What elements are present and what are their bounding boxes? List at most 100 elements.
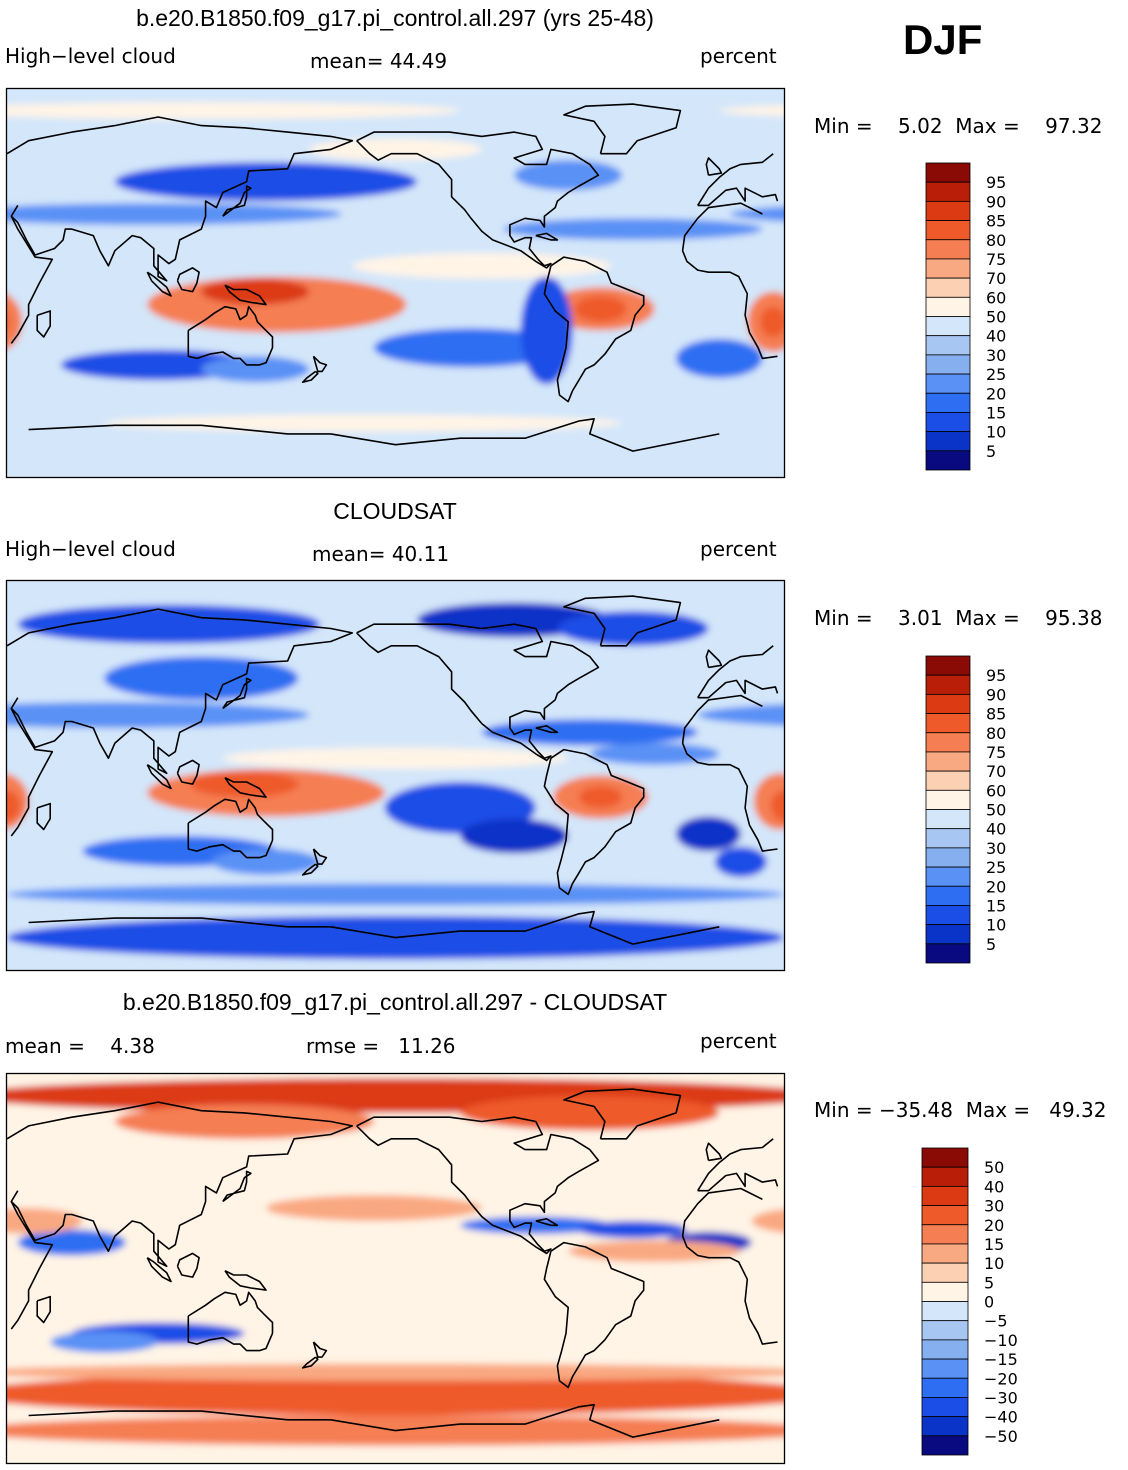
colorbar-tick-label: 30 <box>986 839 1006 858</box>
coastline <box>543 748 645 896</box>
contour-blob <box>578 786 623 808</box>
coastline <box>535 1218 559 1227</box>
contour-blob <box>201 278 310 305</box>
panel2-units-label: percent <box>700 537 777 561</box>
contour-blob <box>557 611 709 646</box>
colorbar-box <box>925 693 971 714</box>
contour-blob <box>7 101 461 120</box>
colorbar-tick-label: 0 <box>984 1293 994 1312</box>
colorbar-tick-label: 10 <box>986 423 1006 442</box>
colorbar-box <box>925 258 971 279</box>
panel1-title: b.e20.B1850.f09_g17.pi_control.all.297 (… <box>136 5 654 31</box>
colorbar-box <box>925 412 971 433</box>
colorbar-box <box>925 789 971 810</box>
colorbar-tick-label: 95 <box>986 666 1006 685</box>
colorbar-box <box>925 335 971 356</box>
contour-blob <box>460 1216 612 1234</box>
colorbar-box <box>921 1281 969 1302</box>
colorbar-tick-label: 10 <box>986 916 1006 935</box>
contour-blob <box>714 846 767 878</box>
colorbar-tick-label: 10 <box>984 1254 1004 1273</box>
coastline <box>187 798 274 859</box>
coastlines-3 <box>7 1088 779 1438</box>
colorbar-tick-label: 70 <box>986 269 1006 288</box>
coastline <box>146 271 172 297</box>
coastline <box>301 1356 319 1369</box>
contour-blob <box>771 790 784 821</box>
colorbar-box <box>925 828 971 849</box>
panel3-mean-label: mean = 4.38 <box>5 1034 155 1058</box>
panel2-title: CLOUDSAT <box>333 498 457 524</box>
coastline <box>312 848 328 865</box>
contour-blob <box>114 162 418 202</box>
panel1-units-label: percent <box>700 44 777 68</box>
coastline <box>7 116 779 282</box>
contour-blob <box>7 790 20 821</box>
coastline <box>187 305 274 366</box>
coastline <box>705 157 723 176</box>
colorbar-tick-label: 5 <box>984 1273 994 1292</box>
colorbar-box <box>925 866 971 887</box>
coastline <box>146 1257 172 1283</box>
contour-blob <box>7 203 342 225</box>
colorbar-tick-label: 95 <box>986 173 1006 192</box>
colorbar-tick-label: 50 <box>986 801 1006 820</box>
colorbar-box <box>925 220 971 241</box>
contour-blob <box>7 1423 51 1438</box>
colorbar-tick-label: 20 <box>986 877 1006 896</box>
coastlines-1 <box>7 103 779 452</box>
colorbar-box <box>925 905 971 926</box>
contour-blob <box>7 1368 51 1376</box>
colorbar-box <box>925 943 971 964</box>
coastline <box>7 1101 779 1268</box>
coastline <box>176 759 200 785</box>
contour-blob <box>201 356 310 383</box>
colorbar-box <box>925 713 971 734</box>
panel3-title: b.e20.B1850.f09_g17.pi_control.all.297 -… <box>122 989 668 1015</box>
coastline <box>222 1170 252 1203</box>
panel2-mean-label: mean= 40.11 <box>312 542 450 566</box>
colorbar-box <box>925 924 971 945</box>
panel3-rmse-label: rmse = 11.26 <box>306 1034 456 1058</box>
contour-blob <box>520 276 573 385</box>
colorbar-tick-label: 30 <box>984 1197 1004 1216</box>
colorbar-tick-label: 70 <box>986 762 1006 781</box>
coastline <box>563 1088 682 1140</box>
contour-blob <box>114 1104 374 1139</box>
colorbar-tick-label: 50 <box>986 308 1006 327</box>
contour-blob <box>676 816 741 852</box>
colorbar-box <box>921 1377 969 1398</box>
colorbar-tick-label: −50 <box>984 1427 1018 1446</box>
colorbar-tick-label: 50 <box>984 1158 1004 1177</box>
colorbar-box <box>925 162 971 183</box>
coastline <box>28 418 720 452</box>
contour-blob <box>373 328 569 368</box>
colorbar-box <box>925 751 971 772</box>
colorbar-box <box>921 1416 969 1437</box>
coastline <box>312 1341 328 1358</box>
coastline <box>7 608 779 775</box>
map-panel-3 <box>7 1074 784 1463</box>
colorbar-box <box>925 239 971 260</box>
contour-blob <box>740 1423 784 1438</box>
contour-blob <box>7 702 310 728</box>
colorbar-tick-label: 15 <box>986 896 1006 915</box>
colorbar-box <box>925 200 971 221</box>
coastline <box>176 267 200 293</box>
contour-blob <box>578 1220 687 1239</box>
coastline <box>28 910 720 945</box>
colorbar-box <box>925 732 971 753</box>
coastline <box>563 103 682 155</box>
coastline <box>543 256 645 403</box>
colorbar-tick-label: 85 <box>986 212 1006 231</box>
colorbar-tick-label: 40 <box>986 327 1006 346</box>
colorbar-box <box>925 655 971 676</box>
coastline <box>10 694 778 852</box>
colorbar-box <box>921 1147 969 1168</box>
colorbar-box <box>921 1205 969 1226</box>
colorbar-tick-label: 75 <box>986 743 1006 762</box>
colorbar-box <box>925 674 971 695</box>
panel1-min-max: Min = 5.02 Max = 97.32 <box>814 114 1103 138</box>
